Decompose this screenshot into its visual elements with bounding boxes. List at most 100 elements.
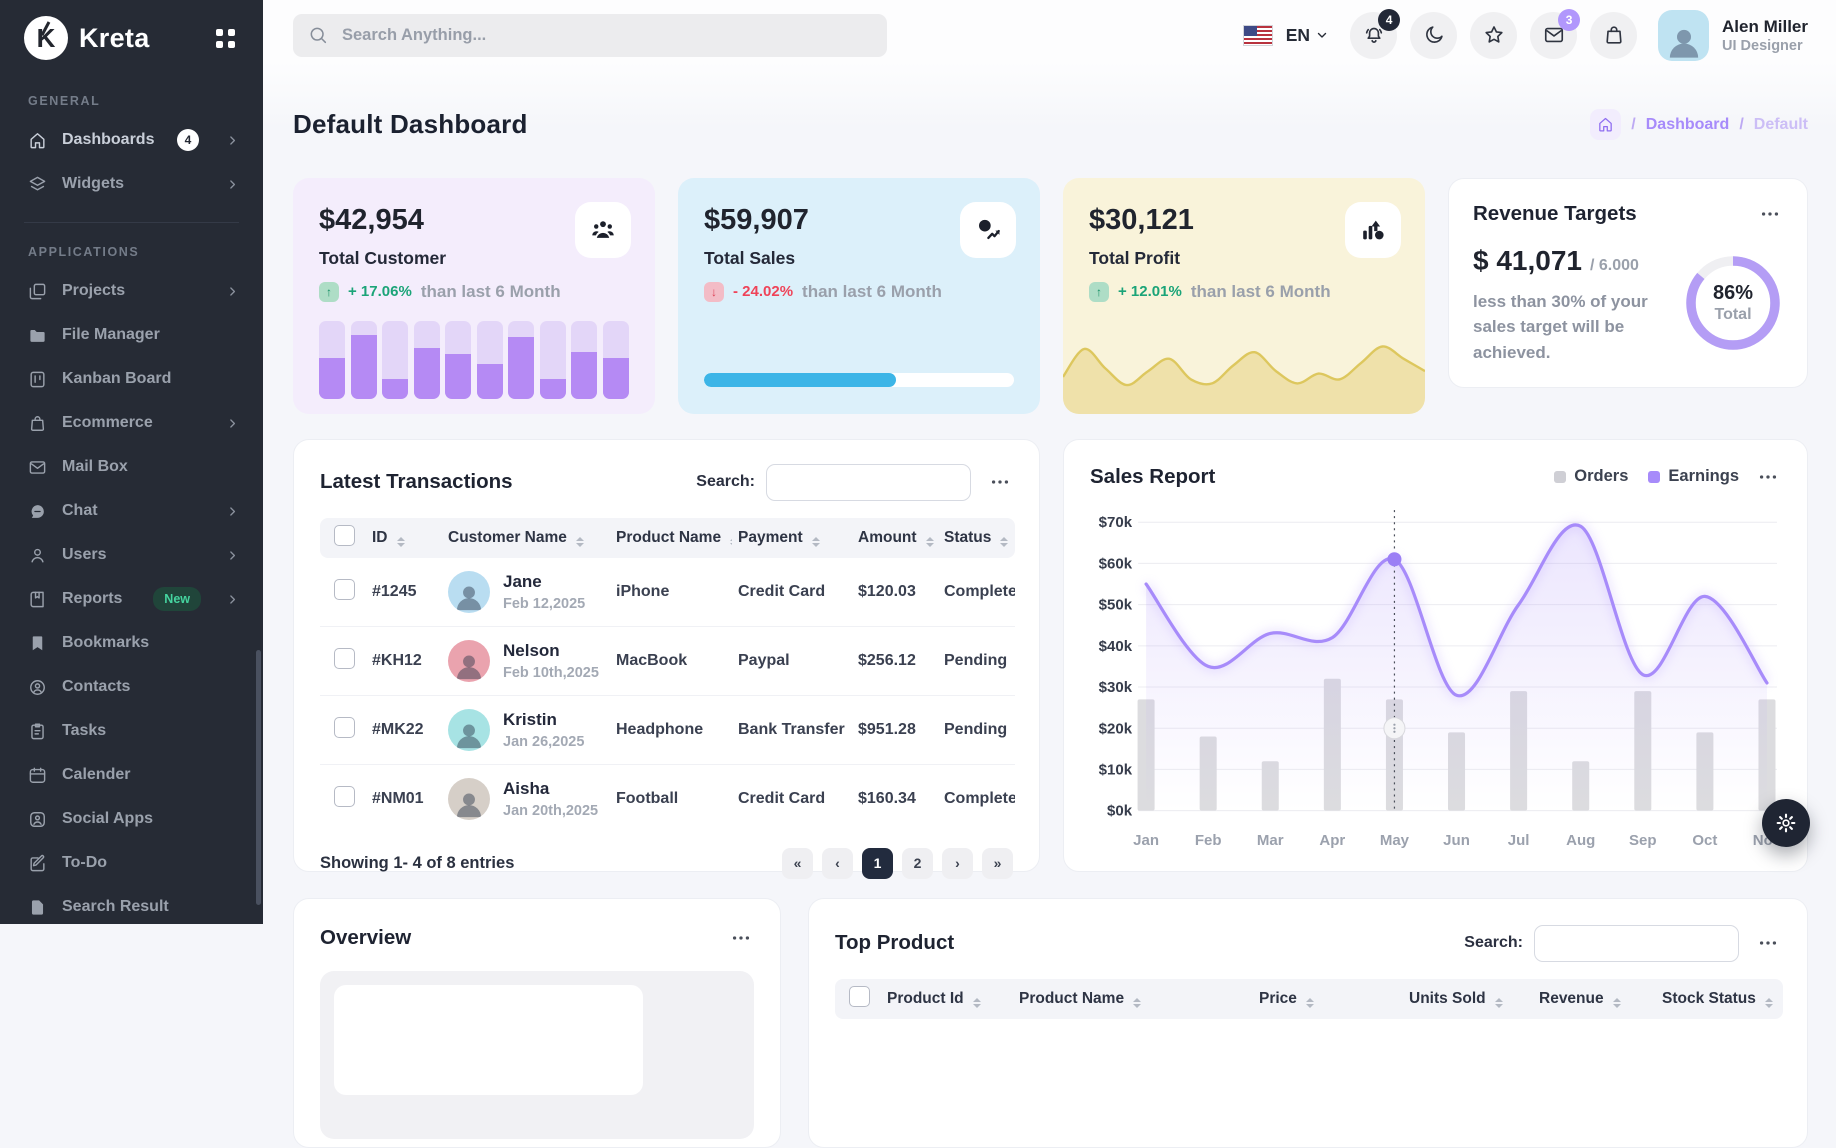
sidebar-item-reports[interactable]: Reports New bbox=[0, 577, 263, 621]
sort-icon[interactable] bbox=[1305, 997, 1314, 1009]
breadcrumb-dashboard[interactable]: Dashboard bbox=[1645, 115, 1730, 133]
select-all-checkbox[interactable] bbox=[334, 524, 355, 546]
sidebar-item-chat[interactable]: Chat bbox=[0, 489, 263, 533]
table-row[interactable]: #NM01 Aisha Jan 20th,2025 Football Credit Ca… bbox=[320, 764, 1015, 833]
favorites-button[interactable] bbox=[1470, 11, 1518, 59]
settings-fab[interactable] bbox=[1762, 799, 1810, 847]
sidebar-item-to-do[interactable]: To-Do bbox=[0, 841, 263, 885]
sidebar-item-mail-box[interactable]: Mail Box bbox=[0, 445, 263, 489]
status: Pending bbox=[938, 695, 1015, 765]
global-search[interactable] bbox=[293, 13, 887, 57]
todo-icon bbox=[28, 854, 47, 873]
svg-text:$70k: $70k bbox=[1099, 514, 1133, 531]
row-checkbox[interactable] bbox=[334, 785, 355, 807]
sort-icon[interactable] bbox=[1612, 997, 1621, 1009]
sidebar-item-file-manager[interactable]: File Manager bbox=[0, 313, 263, 357]
column-header[interactable]: ID bbox=[366, 517, 442, 558]
sort-icon[interactable] bbox=[811, 536, 820, 548]
mini-bar bbox=[476, 320, 503, 399]
brand[interactable]: K Kreta bbox=[0, 0, 263, 74]
search-input[interactable] bbox=[340, 24, 872, 46]
row-checkbox[interactable] bbox=[334, 578, 355, 600]
cart-button[interactable] bbox=[1590, 11, 1638, 59]
more-options-icon[interactable] bbox=[1757, 201, 1783, 227]
sidebar-item-widgets[interactable]: Widgets bbox=[0, 162, 263, 206]
column-header[interactable]: Payment bbox=[732, 517, 852, 558]
page-button-1[interactable]: 1 bbox=[862, 847, 893, 879]
page-button-2[interactable]: 2 bbox=[902, 847, 933, 879]
sidebar-item-label: Calender bbox=[62, 766, 131, 783]
page-button-»[interactable]: » bbox=[982, 847, 1013, 879]
more-options-icon[interactable] bbox=[987, 469, 1013, 495]
user-menu[interactable]: Alen Miller UI Designer bbox=[1658, 9, 1808, 61]
card-title: Overview bbox=[320, 925, 412, 949]
transaction-id: #NM01 bbox=[372, 789, 424, 807]
top-product-search-input[interactable] bbox=[1534, 924, 1739, 962]
more-options-icon[interactable] bbox=[728, 925, 754, 951]
card-title: Latest Transactions bbox=[320, 470, 513, 494]
column-header[interactable]: Price bbox=[1253, 978, 1403, 1019]
column-header[interactable]: Amount bbox=[852, 517, 938, 558]
legend-item-orders[interactable]: Orders bbox=[1554, 467, 1628, 486]
sort-icon[interactable] bbox=[730, 536, 732, 548]
column-header[interactable]: Product Name bbox=[610, 517, 732, 558]
sort-icon[interactable] bbox=[925, 536, 934, 548]
sort-icon[interactable] bbox=[396, 536, 405, 548]
svg-text:May: May bbox=[1380, 832, 1410, 849]
sort-icon[interactable] bbox=[1000, 536, 1009, 548]
dark-mode-button[interactable] bbox=[1410, 11, 1458, 59]
sort-icon[interactable] bbox=[972, 997, 981, 1009]
tasks-icon bbox=[28, 722, 47, 741]
chevron-right-icon bbox=[226, 285, 239, 298]
breadcrumb-separator: / bbox=[1631, 115, 1636, 133]
page-button-«[interactable]: « bbox=[782, 847, 813, 879]
select-all-checkbox[interactable] bbox=[849, 985, 870, 1007]
table-row[interactable]: #MK22 Kristin Jan 26,2025 Headphone Bank Tra… bbox=[320, 695, 1015, 765]
row-checkbox[interactable] bbox=[334, 716, 355, 738]
stat-label: Total Profit bbox=[1089, 247, 1181, 268]
page-button-‹[interactable]: ‹ bbox=[822, 847, 853, 879]
transactions-search-input[interactable] bbox=[766, 463, 971, 501]
column-header[interactable]: Customer Name bbox=[442, 517, 610, 558]
sidebar-item-contacts[interactable]: Contacts bbox=[0, 665, 263, 709]
sidebar-item-bookmarks[interactable]: Bookmarks bbox=[0, 621, 263, 665]
payment-method: Credit Card bbox=[738, 789, 826, 807]
more-options-icon[interactable] bbox=[1755, 930, 1781, 956]
row-checkbox[interactable] bbox=[334, 647, 355, 669]
sidebar-item-search-result[interactable]: Search Result bbox=[0, 885, 263, 924]
sidebar-item-calender[interactable]: Calender bbox=[0, 753, 263, 797]
sort-icon[interactable] bbox=[1133, 997, 1142, 1009]
sidebar-scrollbar[interactable] bbox=[256, 650, 261, 905]
sort-icon[interactable] bbox=[1764, 997, 1773, 1009]
column-header[interactable]: Revenue bbox=[1533, 978, 1656, 1019]
svg-text:$30k: $30k bbox=[1099, 679, 1133, 696]
sidebar-item-tasks[interactable]: Tasks bbox=[0, 709, 263, 753]
sidebar-item-users[interactable]: Users bbox=[0, 533, 263, 577]
messages-button[interactable]: 3 bbox=[1530, 8, 1581, 59]
home-icon[interactable] bbox=[1590, 109, 1622, 141]
page-button-›[interactable]: › bbox=[942, 847, 973, 879]
column-header[interactable]: Stock Status bbox=[1656, 978, 1783, 1019]
notifications-button[interactable]: 4 bbox=[1350, 8, 1401, 59]
mini-bar bbox=[508, 320, 535, 399]
language-selector[interactable]: EN bbox=[1286, 25, 1329, 46]
avatar bbox=[1658, 9, 1710, 61]
payment-method: Credit Card bbox=[732, 557, 852, 627]
legend-item-earnings[interactable]: Earnings bbox=[1648, 467, 1739, 486]
column-header[interactable]: Units Sold bbox=[1403, 978, 1533, 1019]
sidebar-item-ecommerce[interactable]: Ecommerce bbox=[0, 401, 263, 445]
sort-icon[interactable] bbox=[575, 536, 584, 548]
grid-apps-icon[interactable] bbox=[212, 25, 239, 52]
column-header[interactable]: Product Name bbox=[1013, 978, 1253, 1019]
column-header[interactable]: Product Id bbox=[881, 978, 1013, 1019]
table-row[interactable]: #1245 Jane Feb 12,2025 iPhone Credit Card $12… bbox=[320, 557, 1015, 627]
sidebar-item-kanban-board[interactable]: Kanban Board bbox=[0, 357, 263, 401]
sidebar-item-projects[interactable]: Projects bbox=[0, 269, 263, 313]
table-row[interactable]: #KH12 Nelson Feb 10th,2025 MacBook Paypal $25… bbox=[320, 626, 1015, 696]
sidebar-item-dashboards[interactable]: Dashboards 4 bbox=[0, 118, 263, 162]
more-options-icon[interactable] bbox=[1755, 464, 1781, 490]
sort-icon[interactable] bbox=[1494, 997, 1503, 1009]
column-header[interactable]: Status bbox=[938, 517, 1015, 558]
sidebar-item-social-apps[interactable]: Social Apps bbox=[0, 797, 263, 841]
stat-compare: than last 6 Month bbox=[802, 281, 942, 301]
